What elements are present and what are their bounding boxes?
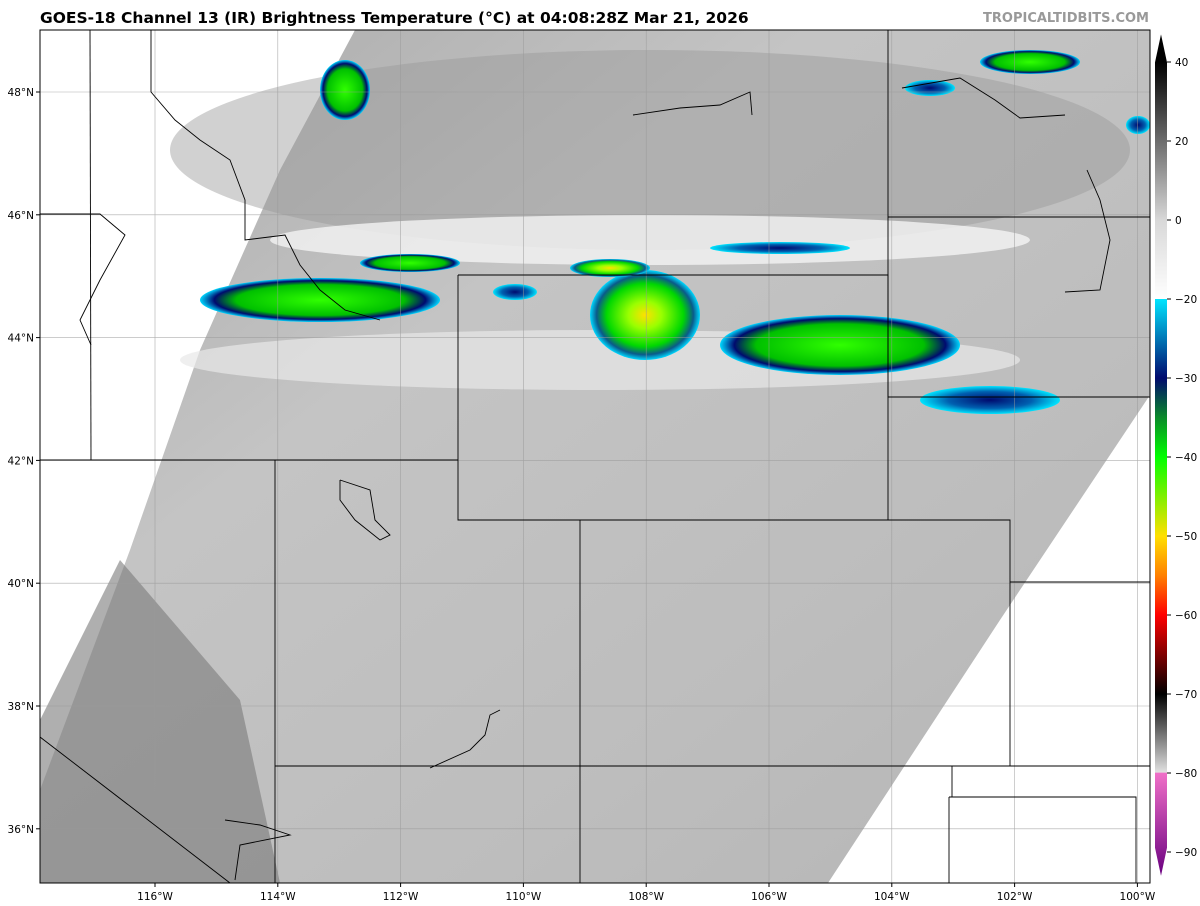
lake-mead [224,819,292,881]
lake-sakakawea [901,77,1066,119]
colorbar-label: 40 [1175,57,1188,69]
colorbar-scale [1155,34,1167,876]
missouri-reservoirs [1064,169,1111,293]
colorbar-label: −50 [1175,531,1197,543]
colorbar-label: 0 [1175,215,1182,227]
longitude-label: 104°W [874,891,910,903]
mid-cloud-deck [170,50,1130,250]
longitude-label: 108°W [628,891,664,903]
cloud-cell [980,50,1080,74]
longitude-label: 106°W [751,891,787,903]
axis-ticks: 48°N 46°N 44°N 42°N 40°N 38°N 36°N 116°W 114°W 11… [8,87,1156,903]
border-sd-ne [887,30,1150,398]
latitude-label: 42°N [8,455,34,467]
state-borders [39,29,1150,884]
colorbar-label: −80 [1175,768,1197,780]
border-tx-panhandle [948,766,1137,883]
border-ca-nv [39,736,231,884]
longitude-label: 114°W [260,891,296,903]
colorbar-label: −90 [1175,847,1197,859]
latitude-label: 44°N [8,333,34,345]
lake-powell [429,709,501,769]
colorbar-label: −60 [1175,610,1197,622]
cloud-cell [905,80,955,96]
border-id-mt [150,30,381,321]
colorbar-label: −70 [1175,689,1197,701]
cloud-cell [493,284,537,300]
cloud-cell [320,60,370,120]
cloud-cell [1126,116,1150,134]
latitude-label: 38°N [8,701,34,713]
cloud-cell [360,254,460,272]
longitude-label: 112°W [383,891,419,903]
latitude-label: 36°N [8,824,34,836]
latitude-label: 40°N [8,578,34,590]
credit-watermark: TROPICALTIDBITS.COM [983,11,1149,26]
longitude-label: 116°W [137,891,173,903]
longitude-label: 102°W [997,891,1033,903]
latitude-label: 48°N [8,87,34,99]
chart-title: GOES-18 Channel 13 (IR) Brightness Tempe… [40,9,749,27]
longitude-label: 100°W [1120,891,1156,903]
cloud-cell [590,270,700,360]
map-frame [39,29,1151,884]
border-wa-id [40,213,126,346]
latitude-label: 46°N [8,210,34,222]
cloud-cell [200,278,440,322]
colorbar-label: −20 [1175,294,1197,306]
cold-cloud-band [270,215,1030,265]
great-salt-lake [339,479,391,541]
dark-terrain-sw [40,560,280,883]
colorbar: 40 20 0 −20 −30 −40 −50 −60 −70 −80 −90 [1155,34,1197,876]
cloud-cell [570,259,650,277]
border-colorado [580,519,1011,766]
graticule [40,30,1150,883]
colorbar-label: −40 [1175,452,1197,464]
colorbar-label: −30 [1175,373,1197,385]
map-area [39,29,1151,884]
cloud-cell [720,315,960,375]
fort-peck-lake [632,91,753,116]
colorbar-label: 20 [1175,136,1188,148]
cloud-cell [920,386,1060,414]
longitude-label: 110°W [506,891,542,903]
cloud-cell [710,242,850,254]
border-or-id [89,29,92,461]
